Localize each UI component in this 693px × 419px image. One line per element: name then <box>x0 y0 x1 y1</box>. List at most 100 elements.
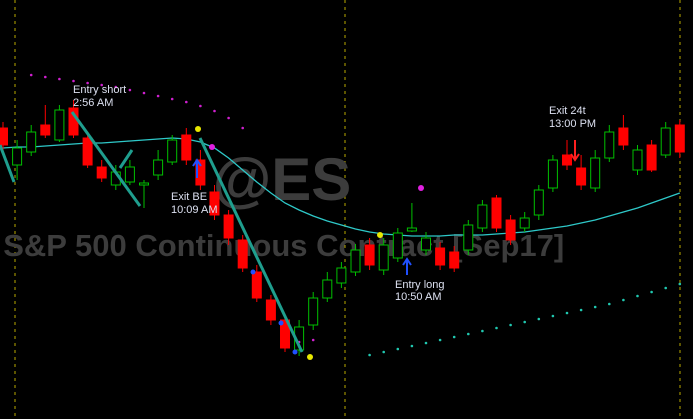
signal-dot <box>250 269 256 275</box>
sar-dot <box>579 308 583 312</box>
sar-dot <box>593 305 597 309</box>
exit-arrow <box>570 140 580 162</box>
candle-body <box>26 131 37 153</box>
candle-body <box>350 249 361 273</box>
annotation-time: 10:09 AM <box>171 204 217 216</box>
candle-body <box>251 271 262 299</box>
sar-dot <box>565 311 569 315</box>
sar-dot <box>185 100 188 104</box>
candle-body <box>449 251 460 269</box>
sar-dot <box>650 290 653 294</box>
candle-body <box>364 244 375 266</box>
signal-dot <box>418 185 424 191</box>
entry-arrow <box>192 158 202 178</box>
sar-dot <box>128 88 132 92</box>
candle-body <box>12 147 23 166</box>
candle-body <box>618 127 629 146</box>
candle-body <box>604 131 615 159</box>
sar-dot <box>170 97 174 101</box>
sar-dot <box>410 344 414 348</box>
candle-body <box>378 244 389 271</box>
candle-body <box>40 124 51 136</box>
sar-dot <box>368 353 371 357</box>
signal-dot <box>292 349 298 355</box>
signal-dot <box>209 144 215 150</box>
candle-body <box>519 217 530 229</box>
annotation-label: Exit BE <box>171 191 207 203</box>
sar-dot <box>622 298 625 302</box>
trend-lines <box>0 111 304 353</box>
candle-body <box>674 124 685 153</box>
annotation-time: 13:00 PM <box>549 118 596 130</box>
watermark-subtitle: i S&P 500 Continuous Contract [Sep17] <box>0 228 564 263</box>
candle-body <box>153 159 164 176</box>
candle-body <box>0 127 8 146</box>
sar-dot <box>438 338 442 342</box>
candle-body <box>82 137 93 166</box>
candle-body <box>237 239 248 269</box>
plot-area <box>0 73 685 357</box>
moving-average <box>2 137 681 237</box>
sar-dot <box>382 350 386 354</box>
candle-body <box>392 232 403 259</box>
candle-body <box>406 227 417 232</box>
candle-body <box>576 167 587 186</box>
candle-body <box>139 182 149 186</box>
candle-body <box>646 144 657 171</box>
signal-dot <box>377 232 383 238</box>
sar-dot <box>213 109 216 113</box>
markers <box>192 126 580 360</box>
sar-dot <box>29 73 33 77</box>
annotation-label: Entry long <box>395 279 445 291</box>
sar-dot <box>199 104 202 108</box>
candle-body <box>336 267 347 284</box>
candle-body <box>562 154 572 166</box>
sar-dot <box>241 126 244 130</box>
sar-dot <box>156 94 160 98</box>
trend-line <box>70 111 142 207</box>
annotation-label: Entry short <box>73 84 126 96</box>
candle-body <box>308 297 319 326</box>
annotation-label: Exit 24t <box>549 105 586 117</box>
candle-body <box>209 191 220 216</box>
sar-dot <box>424 341 428 345</box>
trend-line <box>0 144 16 183</box>
candle-body <box>265 299 276 321</box>
sar-dot <box>227 116 230 120</box>
sar-dot <box>86 81 89 85</box>
signal-dot <box>307 354 313 360</box>
sar-dot <box>44 75 47 79</box>
candle-body <box>435 247 446 266</box>
sar-dot <box>396 347 400 351</box>
sar-dot <box>608 302 611 306</box>
sar-dot <box>664 286 667 290</box>
candle-body <box>547 159 558 189</box>
annotation-time: 10:50 AM <box>395 291 441 303</box>
sar-dot <box>452 335 456 339</box>
sar-dot <box>58 77 61 81</box>
candle-body <box>181 134 192 161</box>
sar-dot <box>523 320 526 324</box>
sar-dot <box>537 317 541 321</box>
sar-dot <box>481 329 484 333</box>
trend-line <box>118 149 134 169</box>
candle-body <box>632 149 643 171</box>
candle-body <box>96 166 107 179</box>
candle-body <box>280 319 290 349</box>
candle-body <box>463 224 474 251</box>
candle-body <box>124 166 135 183</box>
sar-dot <box>495 326 498 330</box>
sar-dot <box>72 79 75 83</box>
candle-body <box>533 189 544 216</box>
candle-body <box>590 157 601 189</box>
signal-dot <box>195 126 201 132</box>
entry-arrow <box>402 257 412 275</box>
candle-body <box>54 109 65 141</box>
sar-dot <box>551 314 555 318</box>
sar-dot <box>636 294 639 298</box>
sar-dot <box>509 323 512 327</box>
candle-body <box>477 204 488 229</box>
